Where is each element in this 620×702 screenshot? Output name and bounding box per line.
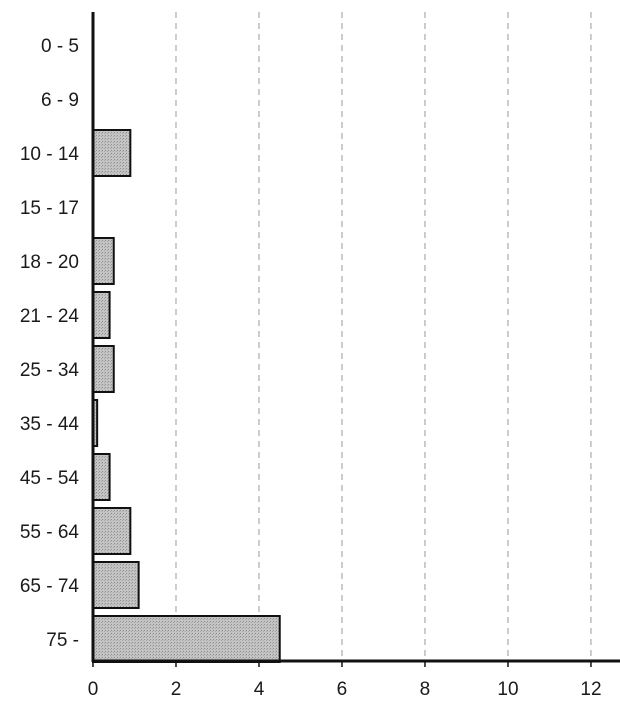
gridlines	[175, 12, 592, 661]
x-tick-label-2: 4	[254, 679, 265, 700]
category-label-7: 35 - 44	[20, 414, 80, 435]
bars	[92, 129, 281, 663]
bar-2	[92, 129, 132, 177]
category-label-9: 55 - 64	[20, 522, 80, 543]
x-tick-label-3: 6	[337, 679, 348, 700]
bar-10	[92, 561, 140, 609]
bar-9	[92, 507, 132, 555]
bar-6	[92, 345, 115, 393]
category-label-8: 45 - 54	[20, 468, 80, 489]
x-tick-label-5: 10	[497, 679, 518, 700]
x-tick-label-4: 8	[420, 679, 431, 700]
category-label-2: 10 - 14	[20, 144, 80, 165]
bar-4	[92, 237, 115, 285]
bar-5	[92, 291, 111, 339]
category-label-1: 6 - 9	[41, 90, 79, 111]
category-label-4: 18 - 20	[20, 252, 79, 273]
category-label-3: 15 - 17	[20, 198, 79, 219]
labels: 0 2 4 6 8 10 12 0 - 5 6 - 9 10 - 14 15 - 17 18 - 20…	[20, 36, 602, 700]
category-label-0: 0 - 5	[41, 36, 79, 57]
axes	[91, 12, 620, 667]
bar-11	[92, 615, 281, 663]
x-tick-label-0: 0	[88, 679, 99, 700]
category-label-10: 65 - 74	[20, 576, 80, 597]
category-label-5: 21 - 24	[20, 306, 80, 327]
category-label-6: 25 - 34	[20, 360, 80, 381]
bar-8	[92, 453, 111, 501]
category-label-11: 75 -	[46, 630, 79, 651]
x-tick-label-1: 2	[171, 679, 182, 700]
x-tick-label-6: 12	[580, 679, 601, 700]
